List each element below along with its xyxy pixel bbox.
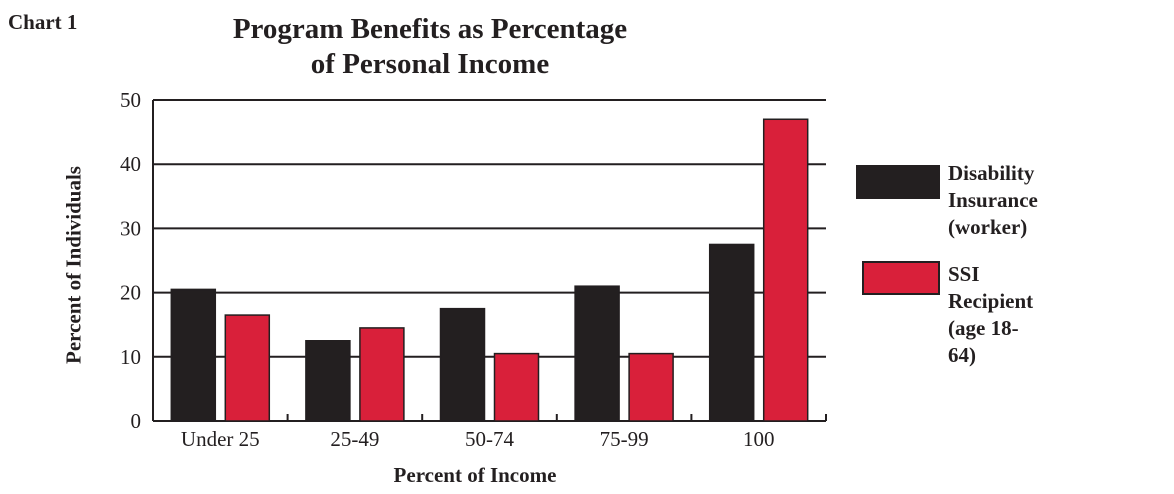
y-tick-label: 50 — [120, 88, 141, 112]
bar-ssi-3 — [628, 352, 674, 422]
x-tick-label: 50-74 — [465, 427, 514, 451]
y-tick-label: 40 — [120, 152, 141, 176]
x-tick-label: 25-49 — [330, 427, 379, 451]
legend-swatch-disability — [856, 165, 940, 199]
chart-title: Program Benefits as Percentage of Person… — [232, 13, 628, 80]
x-tick-label: 100 — [743, 427, 775, 451]
y-tick-label: 30 — [120, 216, 141, 240]
x-axis-label: Percent of Income — [393, 463, 557, 487]
chart-number-label: Chart 1 — [8, 10, 78, 34]
bar-ssi-4 — [762, 118, 809, 422]
bar-ssi-0 — [224, 314, 271, 422]
legend-swatch-ssi — [862, 261, 940, 295]
x-tick-label: 75-99 — [600, 427, 649, 451]
y-tick-label: 0 — [131, 409, 142, 433]
legend-label-ssi: SSI Recipient (age 18-64) — [948, 262, 1034, 367]
y-tick-label: 10 — [120, 345, 141, 369]
bar-disability-3 — [574, 285, 620, 422]
bar-ssi-2 — [493, 352, 540, 422]
x-tick-label: Under 25 — [181, 427, 260, 451]
bar-disability-0 — [170, 288, 217, 422]
bar-disability-4 — [708, 243, 755, 422]
legend-label-disability: Disability Insurance (worker) — [948, 161, 1038, 239]
bar-disability-2 — [439, 307, 486, 422]
y-tick-label: 20 — [120, 281, 141, 305]
bar-disability-1 — [305, 340, 351, 422]
bar-ssi-1 — [359, 327, 405, 422]
